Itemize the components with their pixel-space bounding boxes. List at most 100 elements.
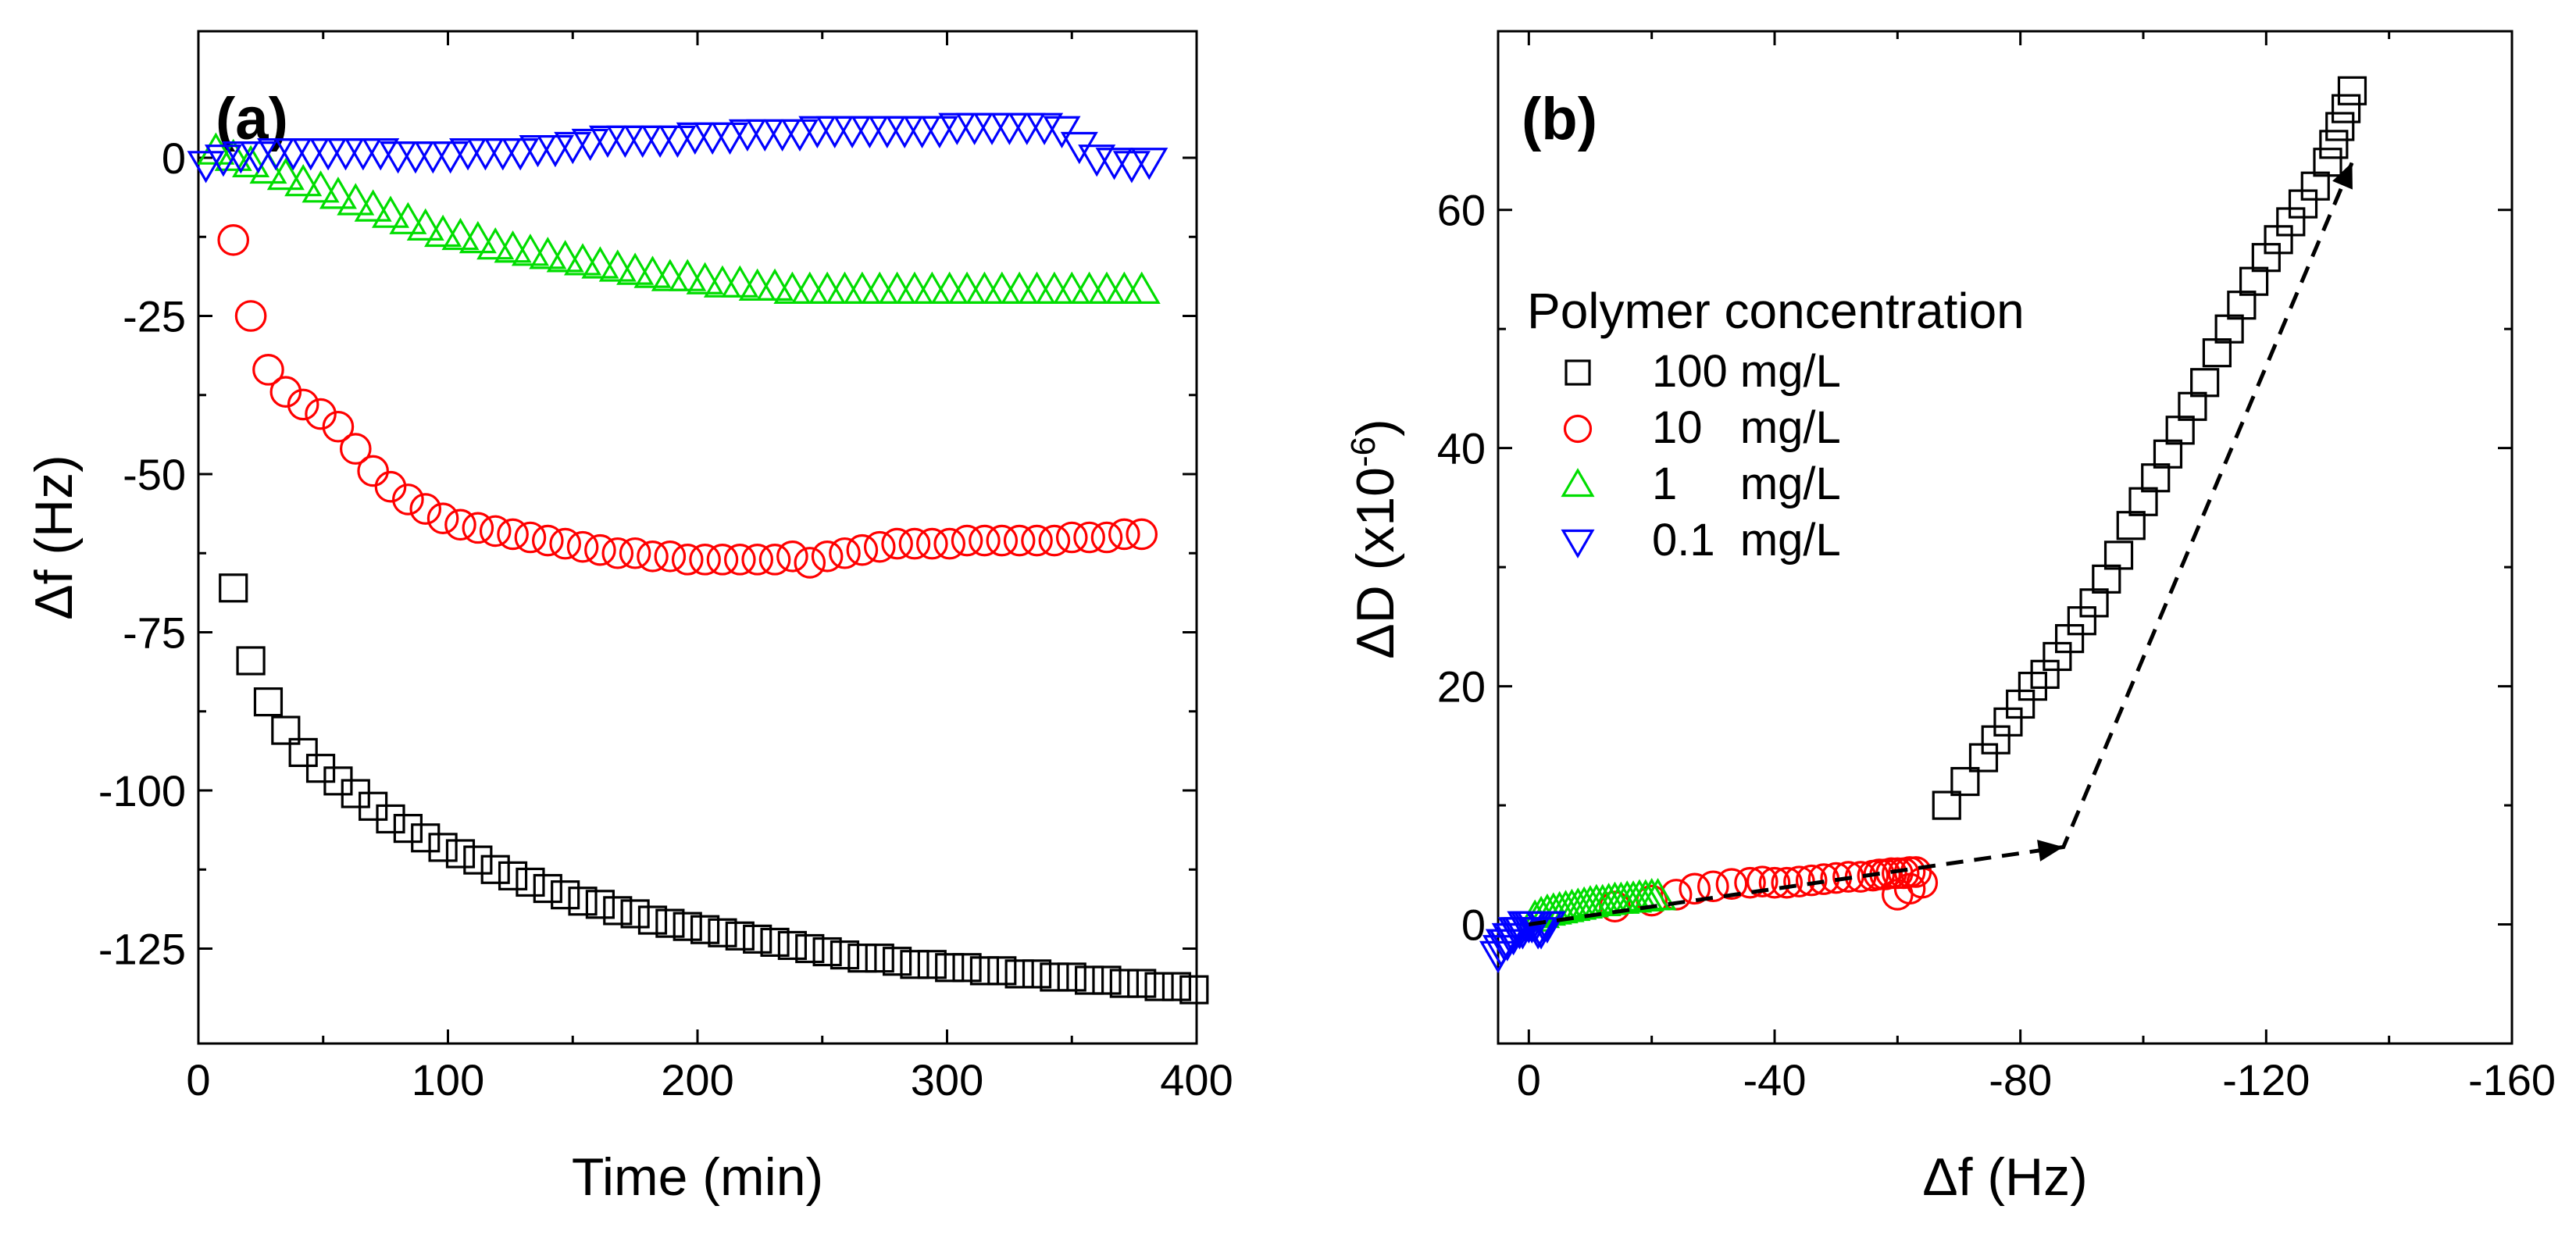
data-point (187, 151, 225, 184)
data-point (724, 544, 756, 576)
data-point (284, 163, 323, 197)
data-point (319, 177, 357, 209)
panel-a-x-tick-label: 300 (911, 1055, 983, 1104)
data-point (252, 354, 284, 386)
data-point (445, 839, 476, 869)
series-100-mg-l (1932, 76, 2367, 820)
data-point (756, 268, 794, 301)
data-point (658, 125, 697, 159)
data-point (476, 227, 515, 260)
data-point (916, 527, 948, 560)
panel-a-data-points (187, 112, 1209, 1004)
data-point (236, 646, 266, 676)
data-point (536, 134, 574, 168)
data-point (1073, 521, 1105, 554)
data-point (568, 887, 598, 916)
panel-a-y-axis: 0 -25 -50 -75 -100 -125 (98, 134, 1197, 974)
data-point (1108, 518, 1140, 551)
data-point (690, 915, 720, 944)
data-point (689, 544, 721, 576)
data-point (1092, 965, 1122, 995)
data-point (1021, 524, 1053, 557)
data-point (271, 715, 301, 745)
panel-b-x-tick-label: -40 (1743, 1055, 1807, 1104)
panel-b-x-tick-label: 0 (1517, 1055, 1541, 1104)
data-point (882, 947, 912, 976)
data-point (829, 537, 861, 569)
panel-a-x-tick-label: 0 (186, 1055, 210, 1104)
data-point (1882, 879, 1914, 911)
data-point (865, 944, 894, 973)
legend-title: Polymer concentration (1527, 283, 2025, 339)
data-point (511, 234, 549, 266)
panel-b-y-axis-title-main: ΔD (x10 (1346, 467, 1405, 659)
panel-a-y-tick-label: -100 (98, 766, 186, 815)
data-point (780, 119, 819, 152)
data-point (741, 544, 773, 576)
data-point (654, 540, 687, 573)
data-point (671, 544, 704, 576)
data-point (1795, 864, 1828, 897)
data-point (501, 138, 540, 171)
data-point (2337, 76, 2367, 105)
data-point (673, 912, 702, 941)
data-point (952, 953, 982, 983)
data-point (725, 921, 755, 951)
series-1-mg-l (197, 132, 1161, 304)
data-point (409, 493, 442, 525)
data-point (2319, 130, 2349, 159)
data-point (1122, 271, 1161, 304)
data-point (1950, 766, 1980, 797)
data-point (637, 540, 669, 573)
data-point (441, 217, 480, 251)
data-point (1932, 790, 1961, 820)
panel-b-legend: Polymer concentration 100 mg/L10 mg/L1 m… (1527, 283, 2025, 565)
panel-b-x-tick-label: -160 (2468, 1055, 2556, 1104)
data-point (1022, 959, 1052, 989)
panel-a-chart: (a) 0 100 200 300 400 0 -25 -50 -75 -100 -125 Tim… (24, 30, 1233, 1207)
data-point (354, 189, 392, 222)
series-0-1-mg-l (1479, 911, 1566, 974)
series-0-1-mg-l (187, 112, 1168, 184)
panel-a-label: (a) (216, 86, 288, 152)
data-point (371, 195, 410, 228)
data-point (424, 214, 462, 248)
data-point (266, 157, 305, 191)
panel-a-x-axis-title: Time (min) (572, 1147, 823, 1207)
panel-a-y-tick-label: -50 (123, 450, 186, 499)
data-point (516, 867, 545, 897)
data-point (1179, 975, 1209, 1004)
panel-a-x-tick-label: 200 (661, 1055, 733, 1104)
data-point (969, 956, 1000, 986)
data-point (563, 243, 602, 276)
data-point (374, 470, 407, 503)
panel-a-y-tick-label: 0 (162, 134, 186, 183)
data-point (498, 861, 528, 890)
data-point (581, 246, 619, 279)
data-point (463, 845, 493, 875)
data-point (2190, 368, 2220, 398)
data-point (458, 220, 497, 254)
data-point (706, 544, 739, 576)
panel-b-x-axis-title: Δf (Hz) (1922, 1147, 2088, 1207)
panel-b-dashed-arrow (1528, 161, 2354, 927)
data-point (1126, 518, 1158, 551)
data-point (514, 521, 547, 554)
data-point (686, 262, 724, 294)
data-point (1697, 870, 1729, 903)
data-point (846, 533, 879, 566)
data-point (1075, 965, 1104, 995)
data-point (760, 927, 790, 958)
data-point (1734, 866, 1766, 899)
data-point (479, 515, 512, 548)
data-point (1758, 866, 1791, 899)
data-point (603, 896, 633, 926)
data-point (1161, 972, 1192, 1001)
data-point (301, 170, 340, 203)
data-point (2332, 94, 2361, 123)
data-point (232, 144, 270, 177)
panel-a-y-tick-label: -125 (98, 925, 186, 974)
data-point (393, 813, 423, 844)
data-point (777, 930, 808, 961)
data-point (1144, 972, 1174, 1001)
